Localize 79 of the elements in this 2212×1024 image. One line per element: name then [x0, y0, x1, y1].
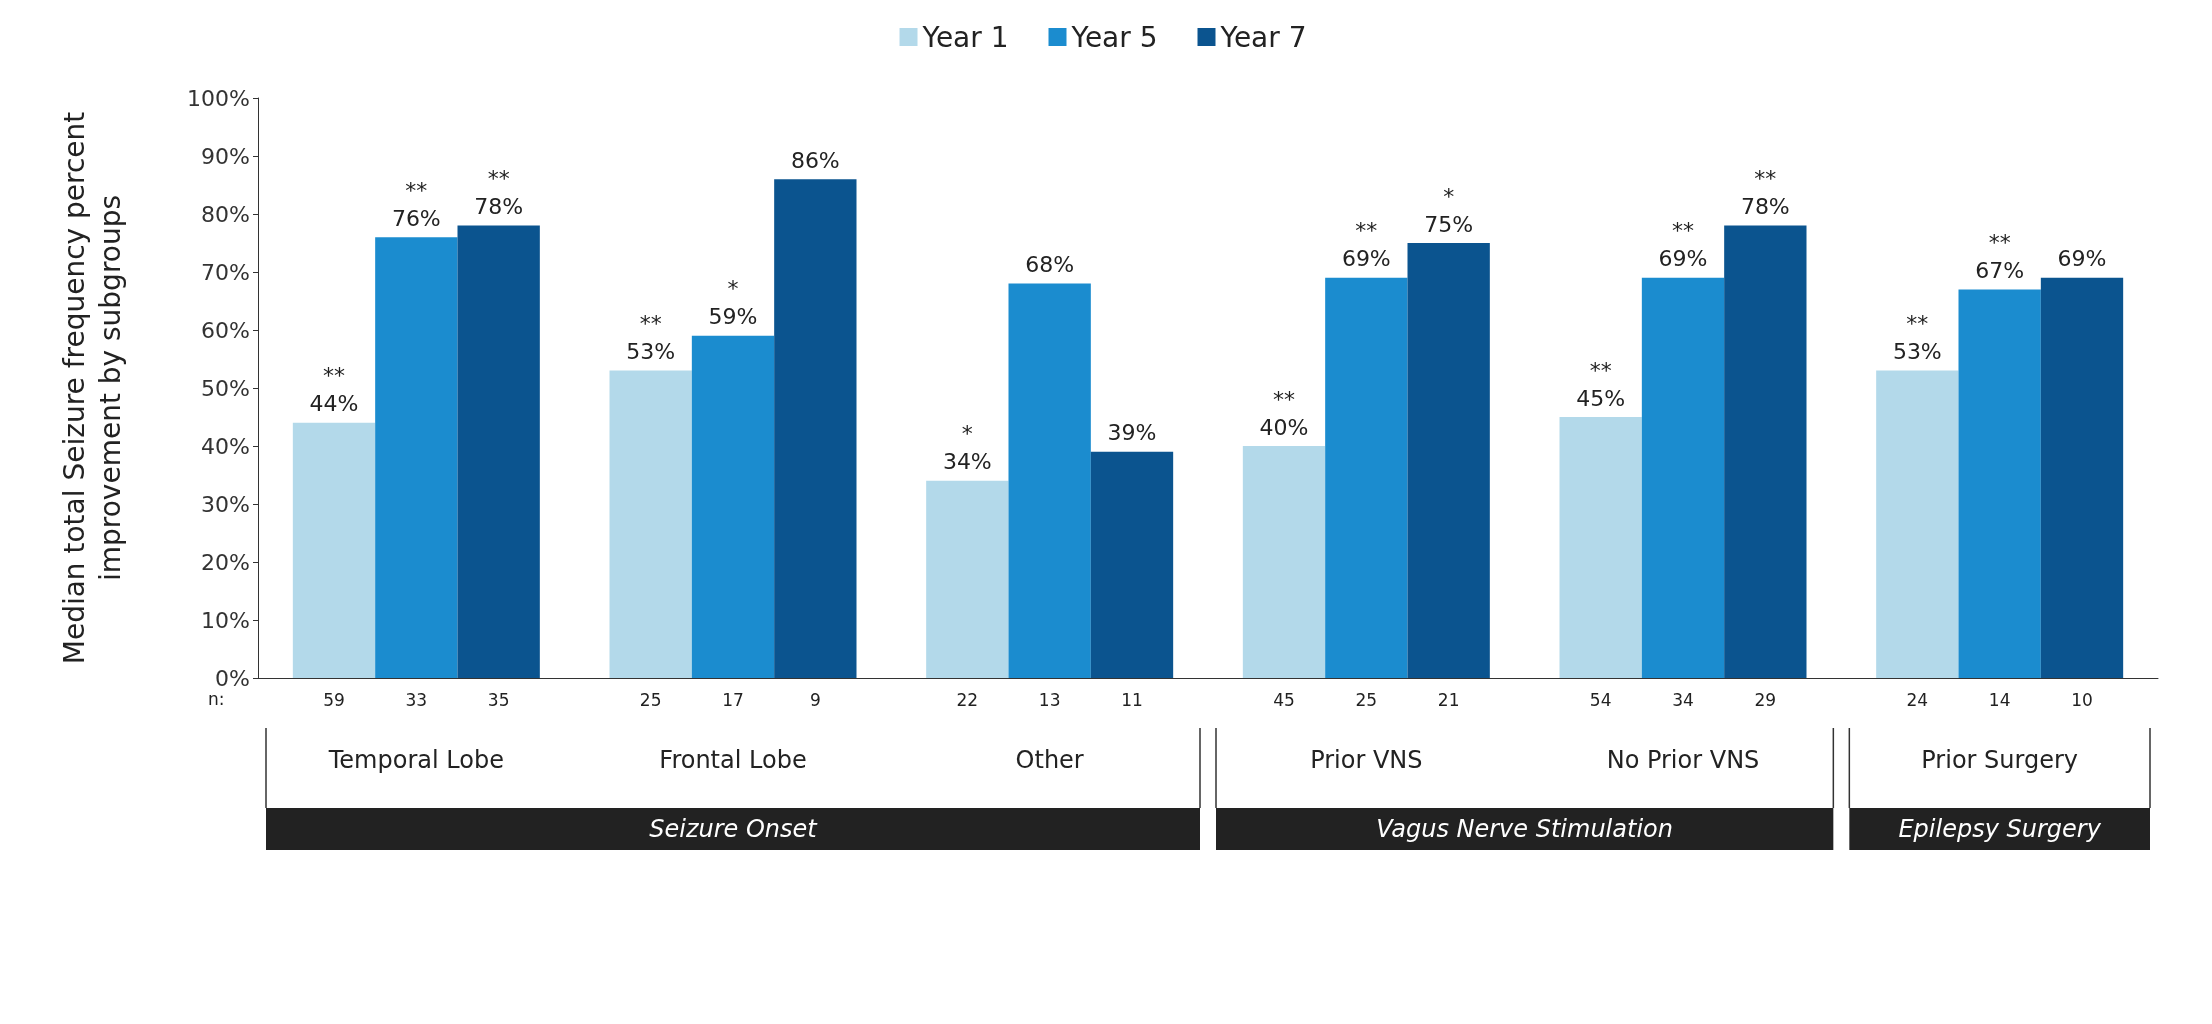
data-label: * 34%: [942, 421, 992, 475]
text: 33: [405, 690, 428, 710]
legend-label: Year 7: [1219, 20, 1307, 54]
text: 35: [487, 690, 510, 710]
y-axis-title: Median total Seizure frequency percent improvement by subgroups: [57, 111, 127, 665]
y-tick-label: 90%: [201, 143, 250, 169]
bar: [691, 335, 775, 678]
text: 13: [1038, 690, 1061, 710]
x-tick-label: Other: [1015, 746, 1084, 774]
text: 11: [1121, 690, 1143, 710]
data-label: ** 53%: [1892, 311, 1942, 365]
text: Vagus Nerve Stimulation: [1376, 815, 1673, 843]
text: 22: [956, 690, 979, 710]
data-label: 39%: [1107, 420, 1157, 446]
text: 45: [1273, 690, 1295, 710]
data-label: ** 40%: [1259, 386, 1309, 440]
x-tick-label: No Prior VNS: [1606, 746, 1760, 774]
data-label: ** 69%: [1341, 218, 1391, 272]
y-tick-label: 40%: [201, 433, 250, 459]
bar: [1325, 277, 1408, 678]
data-label: ** 44%: [309, 363, 359, 417]
data-label: 68%: [1025, 252, 1075, 278]
y-tick-label: 50%: [201, 375, 250, 401]
bar: [1958, 289, 2041, 678]
bar: [1242, 446, 1326, 678]
bar: [1876, 370, 1959, 678]
text: 21: [1437, 690, 1460, 710]
bar: [1407, 243, 1490, 678]
legend-label: Year 5: [1070, 20, 1158, 54]
legend-label: Year 1: [921, 20, 1009, 54]
bar: [1559, 417, 1642, 678]
text: 59: [323, 690, 345, 710]
data-label: ** 53%: [626, 311, 676, 365]
x-tick-label: Frontal Lobe: [659, 746, 807, 774]
data-label: ** 78%: [1740, 166, 1790, 220]
data-label: * 75%: [1424, 183, 1474, 237]
text: 29: [1754, 690, 1777, 710]
data-label: 69%: [2057, 246, 2107, 272]
data-label: 86%: [790, 147, 840, 173]
text: Seizure Onset: [649, 815, 819, 843]
bar: [2040, 277, 2124, 678]
y-tick-label: 70%: [201, 259, 250, 285]
text: 24: [1906, 690, 1929, 710]
bar: [1724, 225, 1807, 678]
bar: [774, 179, 857, 678]
y-tick-label: 20%: [201, 549, 250, 575]
y-tick-label: 80%: [201, 201, 250, 227]
y-tick-label: 10%: [201, 607, 250, 633]
bar: [1641, 277, 1725, 678]
bar: [375, 237, 458, 678]
data-label: ** 69%: [1658, 218, 1708, 272]
bar: [926, 480, 1009, 678]
text: 54: [1589, 690, 1612, 710]
y-tick-label: 0%: [215, 665, 250, 691]
data-label: ** 45%: [1576, 357, 1626, 411]
text: 10: [2071, 690, 2093, 710]
y-tick-label: 30%: [201, 491, 250, 517]
text: n:: [208, 688, 225, 709]
text: 17: [722, 690, 744, 710]
bar: [609, 370, 692, 678]
data-label: ** 78%: [474, 166, 524, 220]
y-tick-label: 60%: [201, 317, 250, 343]
data-label: * 59%: [708, 276, 758, 330]
x-tick-label: Prior Surgery: [1921, 746, 2079, 774]
text: Epilepsy Surgery: [1898, 815, 2102, 843]
bar: [292, 422, 376, 678]
y-tick-label: 100%: [187, 85, 250, 111]
x-tick-label: Temporal Lobe: [327, 746, 504, 774]
text: 34: [1672, 690, 1694, 710]
data-label: ** 67%: [1975, 229, 2025, 283]
text: 9: [809, 690, 821, 710]
data-label: ** 76%: [391, 177, 441, 231]
bar: [1090, 451, 1174, 678]
text: 25: [1355, 690, 1378, 710]
bar: [1008, 283, 1091, 678]
text: 14: [1988, 690, 2011, 710]
bar: [457, 225, 540, 678]
text: 25: [639, 690, 662, 710]
x-tick-label: Prior VNS: [1310, 746, 1423, 774]
